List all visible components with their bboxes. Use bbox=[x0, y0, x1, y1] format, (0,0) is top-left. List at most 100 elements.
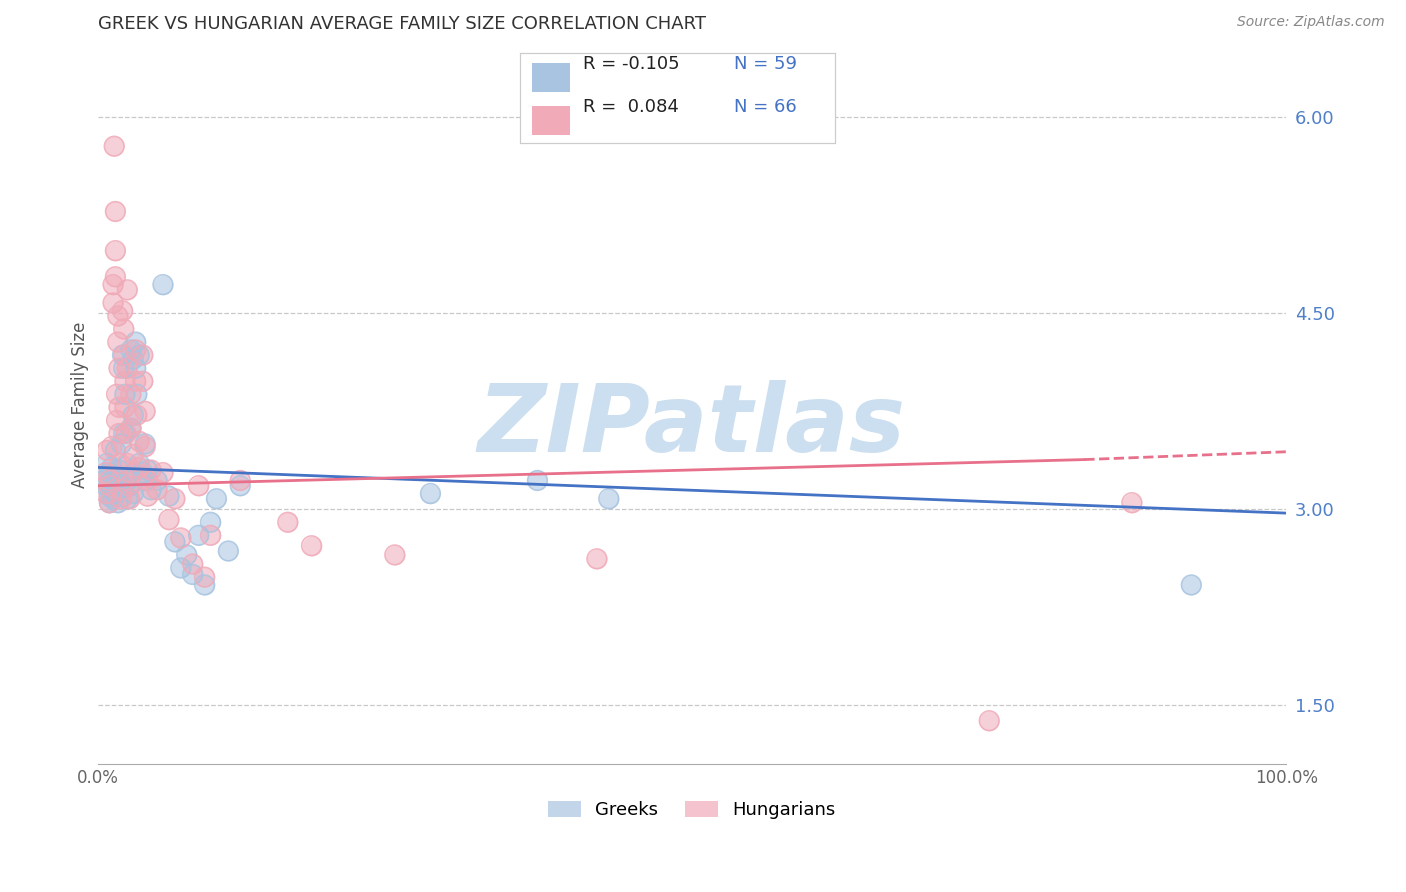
Point bbox=[136, 463, 159, 477]
Point bbox=[157, 513, 180, 527]
Point bbox=[146, 474, 169, 488]
Point bbox=[122, 408, 145, 422]
Point bbox=[98, 479, 121, 493]
Point bbox=[200, 528, 222, 542]
Point bbox=[117, 479, 139, 493]
Point bbox=[110, 483, 132, 497]
Point bbox=[112, 322, 135, 336]
Point bbox=[108, 457, 131, 471]
Point bbox=[108, 426, 131, 441]
Point bbox=[124, 361, 146, 376]
Point bbox=[301, 539, 323, 553]
Point bbox=[107, 334, 129, 349]
Point bbox=[93, 474, 115, 488]
Point bbox=[136, 463, 159, 477]
Point bbox=[117, 457, 139, 471]
Point bbox=[108, 426, 131, 441]
Point bbox=[124, 374, 146, 388]
Point bbox=[104, 486, 127, 500]
Point bbox=[277, 515, 299, 529]
Point bbox=[157, 489, 180, 503]
Point bbox=[101, 296, 124, 310]
Point bbox=[118, 491, 141, 506]
Point bbox=[132, 466, 155, 480]
Point bbox=[117, 283, 139, 297]
Point bbox=[115, 426, 138, 441]
Point bbox=[93, 474, 115, 488]
Point bbox=[94, 479, 117, 493]
Point bbox=[108, 361, 131, 376]
Point bbox=[229, 479, 252, 493]
Point bbox=[586, 551, 609, 566]
Point bbox=[107, 309, 129, 323]
Point bbox=[120, 387, 142, 401]
Point bbox=[117, 361, 139, 376]
Point bbox=[134, 440, 156, 454]
Point bbox=[125, 387, 148, 401]
Point bbox=[104, 486, 127, 500]
Point bbox=[118, 491, 141, 506]
Point bbox=[136, 489, 159, 503]
Point bbox=[114, 374, 136, 388]
Point bbox=[277, 515, 299, 529]
Point bbox=[94, 486, 117, 500]
Point bbox=[96, 457, 118, 471]
Point bbox=[120, 421, 142, 435]
Point bbox=[163, 491, 186, 506]
Point bbox=[134, 440, 156, 454]
Point bbox=[117, 491, 139, 506]
Text: Source: ZipAtlas.com: Source: ZipAtlas.com bbox=[1237, 15, 1385, 29]
Point bbox=[193, 570, 215, 584]
Point bbox=[112, 361, 135, 376]
Point bbox=[94, 466, 117, 480]
Point bbox=[105, 387, 128, 401]
Point bbox=[187, 479, 209, 493]
Point bbox=[205, 491, 228, 506]
Point bbox=[108, 463, 131, 477]
Point bbox=[181, 557, 204, 571]
Point bbox=[586, 551, 609, 566]
Point bbox=[112, 426, 135, 441]
Point bbox=[163, 491, 186, 506]
Point bbox=[98, 489, 121, 503]
Point bbox=[170, 561, 193, 575]
Point bbox=[101, 296, 124, 310]
Point bbox=[139, 463, 162, 477]
Point bbox=[125, 408, 148, 422]
Point bbox=[122, 408, 145, 422]
Point bbox=[111, 348, 134, 362]
Point bbox=[979, 714, 1001, 728]
Point bbox=[120, 421, 142, 435]
Point bbox=[122, 466, 145, 480]
Point bbox=[107, 309, 129, 323]
Point bbox=[176, 548, 198, 562]
Point bbox=[125, 387, 148, 401]
Point bbox=[301, 539, 323, 553]
Point bbox=[384, 548, 406, 562]
Point bbox=[117, 361, 139, 376]
Point bbox=[598, 491, 620, 506]
Point bbox=[134, 437, 156, 451]
Point bbox=[200, 515, 222, 529]
Point bbox=[157, 489, 180, 503]
Point bbox=[146, 483, 169, 497]
Point bbox=[103, 139, 125, 153]
Point bbox=[187, 528, 209, 542]
Point bbox=[205, 491, 228, 506]
Point bbox=[125, 408, 148, 422]
Legend: Greeks, Hungarians: Greeks, Hungarians bbox=[541, 794, 842, 827]
Point bbox=[598, 491, 620, 506]
Point bbox=[112, 361, 135, 376]
Y-axis label: Average Family Size: Average Family Size bbox=[72, 321, 89, 488]
Point bbox=[94, 479, 117, 493]
Point bbox=[187, 528, 209, 542]
Point bbox=[163, 534, 186, 549]
Point bbox=[229, 474, 252, 488]
Point bbox=[157, 513, 180, 527]
Point bbox=[134, 404, 156, 418]
Point bbox=[101, 491, 124, 506]
Point bbox=[112, 348, 135, 362]
Point bbox=[107, 496, 129, 510]
Point bbox=[146, 483, 169, 497]
Point bbox=[134, 404, 156, 418]
